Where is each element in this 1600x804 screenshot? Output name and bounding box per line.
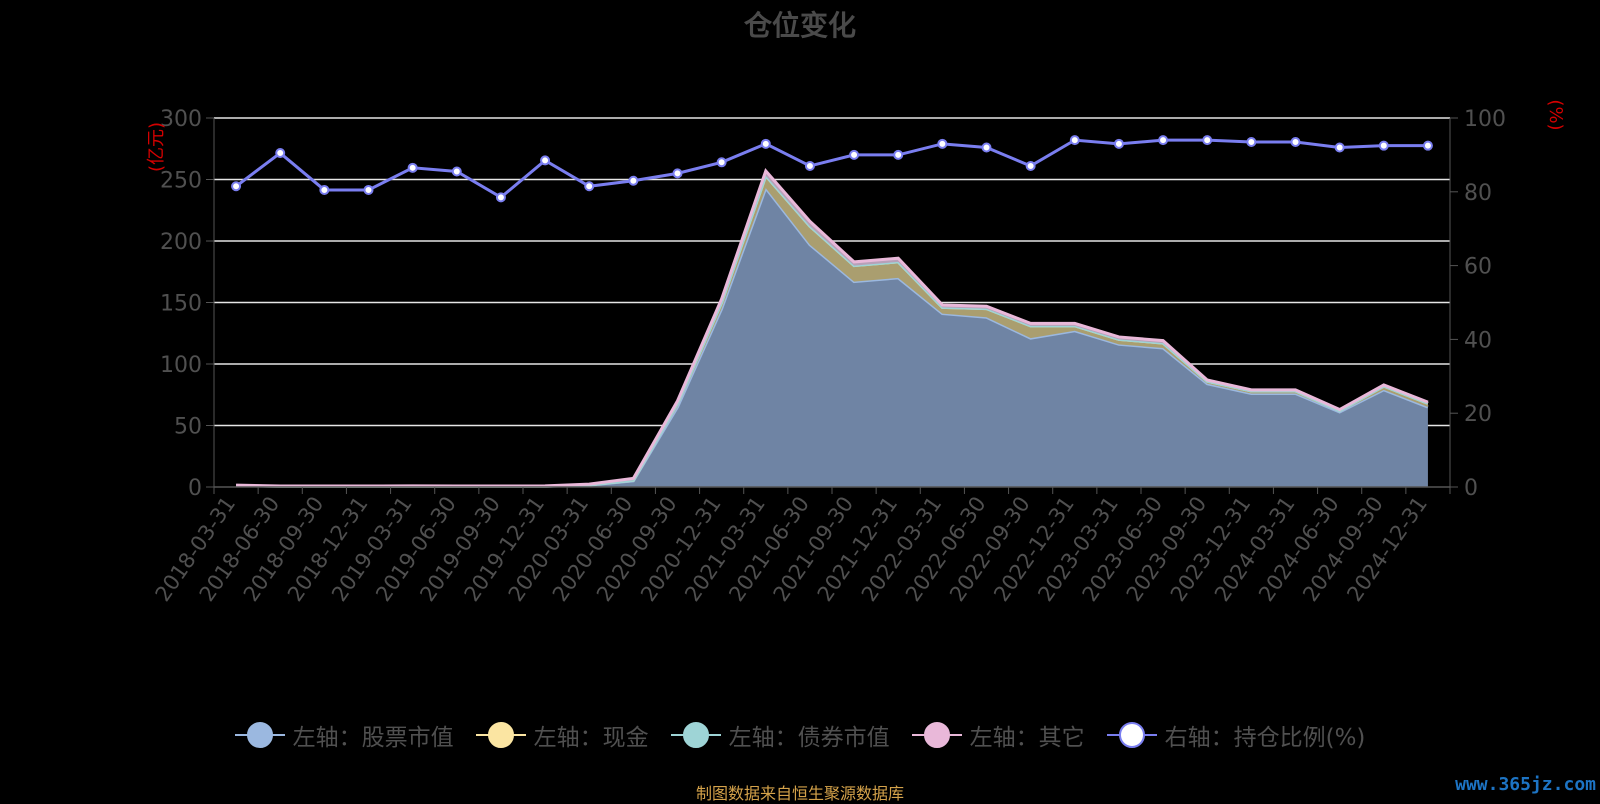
right-axis-tick-label: 20	[1464, 402, 1492, 427]
right-axis-unit-label: (%)	[1545, 99, 1566, 130]
legend: 左轴：股票市值 左轴：现金 左轴：债券市值 左轴：其它 右轴：持仓比例(%)	[0, 718, 1600, 752]
ratio-point[interactable]	[1113, 138, 1124, 149]
ratio-point[interactable]	[231, 181, 242, 192]
legend-swatch	[475, 722, 526, 748]
ratio-point[interactable]	[1158, 135, 1169, 146]
legend-item[interactable]: 左轴：现金	[475, 718, 649, 752]
ratio-point[interactable]	[1290, 136, 1301, 147]
right-axis-tick-label: 0	[1464, 476, 1478, 501]
ratio-point[interactable]	[1069, 135, 1080, 146]
left-axis-tick-label: 150	[160, 292, 202, 317]
left-axis-tick-label: 100	[160, 353, 202, 378]
ratio-point[interactable]	[804, 160, 815, 171]
ratio-point[interactable]	[363, 184, 374, 195]
legend-item[interactable]: 左轴：其它	[911, 718, 1085, 752]
ratio-point[interactable]	[495, 192, 506, 203]
ratio-point[interactable]	[319, 184, 330, 195]
ratio-point[interactable]	[407, 162, 418, 173]
area-0	[236, 188, 1428, 488]
left-axis-tick-label: 0	[188, 476, 202, 501]
ratio-point[interactable]	[540, 155, 551, 166]
ratio-point[interactable]	[893, 149, 904, 160]
data-source-note: 制图数据来自恒生聚源数据库	[695, 784, 904, 803]
legend-label: 左轴：债券市值	[728, 725, 890, 751]
legend-label: 左轴：其它	[969, 725, 1085, 751]
watermark: www.365jz.com	[1455, 774, 1596, 795]
legend-swatch	[1106, 722, 1157, 748]
ratio-point[interactable]	[628, 175, 639, 186]
legend-item[interactable]: 右轴：持仓比例(%)	[1106, 718, 1366, 752]
ratio-point[interactable]	[672, 168, 683, 179]
ratio-point[interactable]	[451, 166, 462, 177]
ratio-point[interactable]	[1334, 142, 1345, 153]
right-axis-tick-label: 80	[1464, 181, 1492, 206]
ratio-point[interactable]	[981, 142, 992, 153]
ratio-point[interactable]	[1202, 135, 1213, 146]
left-axis-tick-label: 250	[160, 169, 202, 194]
legend-swatch	[234, 722, 285, 748]
ratio-line-path	[235, 138, 1428, 200]
legend-item[interactable]: 左轴：股票市值	[234, 718, 454, 752]
legend-label: 左轴：现金	[533, 725, 649, 751]
chart-title: 仓位变化	[743, 9, 856, 42]
legend-item[interactable]: 左轴：债券市值	[670, 718, 890, 752]
right-axis-tick-label: 40	[1464, 328, 1492, 353]
right-axis-tick-label: 100	[1464, 107, 1506, 132]
legend-label: 右轴：持仓比例(%)	[1164, 725, 1366, 751]
ratio-point[interactable]	[1378, 140, 1389, 151]
area-top-line-3	[236, 167, 1429, 488]
ratio-point[interactable]	[760, 138, 771, 149]
ratio-point[interactable]	[849, 149, 860, 160]
ratio-line	[231, 135, 1433, 203]
right-axis-tick-label: 60	[1464, 255, 1492, 280]
ratio-point[interactable]	[584, 181, 595, 192]
left-axis-tick-label: 50	[174, 415, 202, 440]
left-axis-unit-label: (亿元)	[146, 122, 167, 172]
legend-label: 左轴：股票市值	[292, 725, 454, 751]
position-change-chart: 0501001502002503000204060801002018-03-31…	[146, 99, 1566, 605]
ratio-point[interactable]	[1422, 140, 1433, 151]
stacked-areas	[236, 167, 1429, 488]
left-axis-tick-label: 200	[160, 230, 202, 255]
ratio-point[interactable]	[937, 138, 948, 149]
ratio-point[interactable]	[1025, 160, 1036, 171]
ratio-point[interactable]	[275, 148, 286, 159]
legend-swatch	[670, 722, 721, 748]
left-axis-tick-label: 300	[160, 107, 202, 132]
legend-swatch	[911, 722, 962, 748]
ratio-point[interactable]	[1246, 136, 1257, 147]
ratio-point[interactable]	[716, 157, 727, 168]
